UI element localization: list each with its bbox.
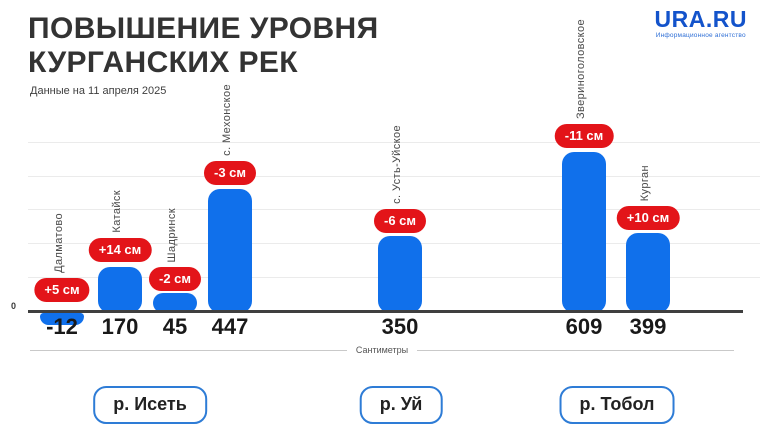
- logo-text: URA.RU: [654, 6, 747, 32]
- bar-shadrinsk: [153, 293, 197, 313]
- river-pill-3: р. Тобол: [559, 386, 675, 424]
- axis-divider-left: [30, 349, 347, 351]
- delta-badge-zverinogolovskoe: -11 см: [554, 124, 614, 148]
- bar-mekhonskoe: [208, 189, 252, 313]
- station-label-kataysk: Катайск: [111, 190, 123, 233]
- delta-badge-shadrinsk: -2 см: [148, 267, 202, 291]
- page-title: ПОВЫШЕНИЕ УРОВНЯ КУРГАНСКИХ РЕК: [28, 12, 379, 80]
- axis-unit-row: Сантиметры: [30, 345, 734, 355]
- bar-ust-uyskoe: [378, 236, 422, 313]
- value-label-mekhonskoe: 447: [211, 314, 249, 339]
- value-label-kurgan: 399: [629, 314, 667, 339]
- zero-axis-label: 0: [11, 301, 17, 311]
- station-label-dalmatovo: Далматово: [53, 213, 65, 273]
- value-label-zverinogolovskoe: 609: [565, 314, 603, 339]
- river-pill-2: р. Уй: [359, 386, 443, 424]
- station-label-shadrinsk: Шадринск: [166, 207, 178, 262]
- gridline: [28, 142, 760, 143]
- value-label-dalmatovo: -12: [46, 314, 78, 339]
- logo-tagline: Информационное агентство: [655, 32, 746, 39]
- station-label-kurgan: Курган: [639, 164, 651, 201]
- page-title-line2: КУРГАНСКИХ РЕК: [28, 46, 298, 80]
- station-label-ust-uyskoe: с. Усть-Уйское: [391, 125, 403, 204]
- axis-divider-right: [417, 349, 734, 351]
- page-title-line1: ПОВЫШЕНИЕ УРОВНЯ: [28, 12, 379, 45]
- bar-kurgan: [626, 233, 670, 313]
- gridline: [28, 176, 760, 177]
- delta-badge-ust-uyskoe: -6 см: [373, 209, 427, 233]
- river-pill-1: р. Исеть: [93, 386, 207, 424]
- delta-badge-kataysk: +14 см: [88, 238, 152, 262]
- delta-badge-mekhonskoe: -3 см: [203, 161, 257, 185]
- subtitle-date: Данные на 11 апреля 2025: [30, 85, 167, 97]
- axis-unit-label: Сантиметры: [355, 345, 409, 355]
- value-label-shadrinsk: 45: [162, 314, 188, 339]
- baseline-axis: [28, 310, 743, 313]
- delta-badge-dalmatovo: +5 см: [34, 278, 90, 302]
- value-label-kataysk: 170: [101, 314, 139, 339]
- delta-badge-kurgan: +10 см: [616, 206, 680, 230]
- bar-dalmatovo: [40, 313, 84, 325]
- bar-kataysk: [98, 267, 142, 313]
- ura-logo: URA.RU Информационное агентство: [654, 6, 747, 40]
- station-label-zverinogolovskoe: Звериноголовское: [575, 18, 587, 119]
- value-label-ust-uyskoe: 350: [381, 314, 419, 339]
- bar-zverinogolovskoe: [562, 152, 606, 313]
- station-label-mekhonskoe: с. Мехонское: [221, 84, 233, 156]
